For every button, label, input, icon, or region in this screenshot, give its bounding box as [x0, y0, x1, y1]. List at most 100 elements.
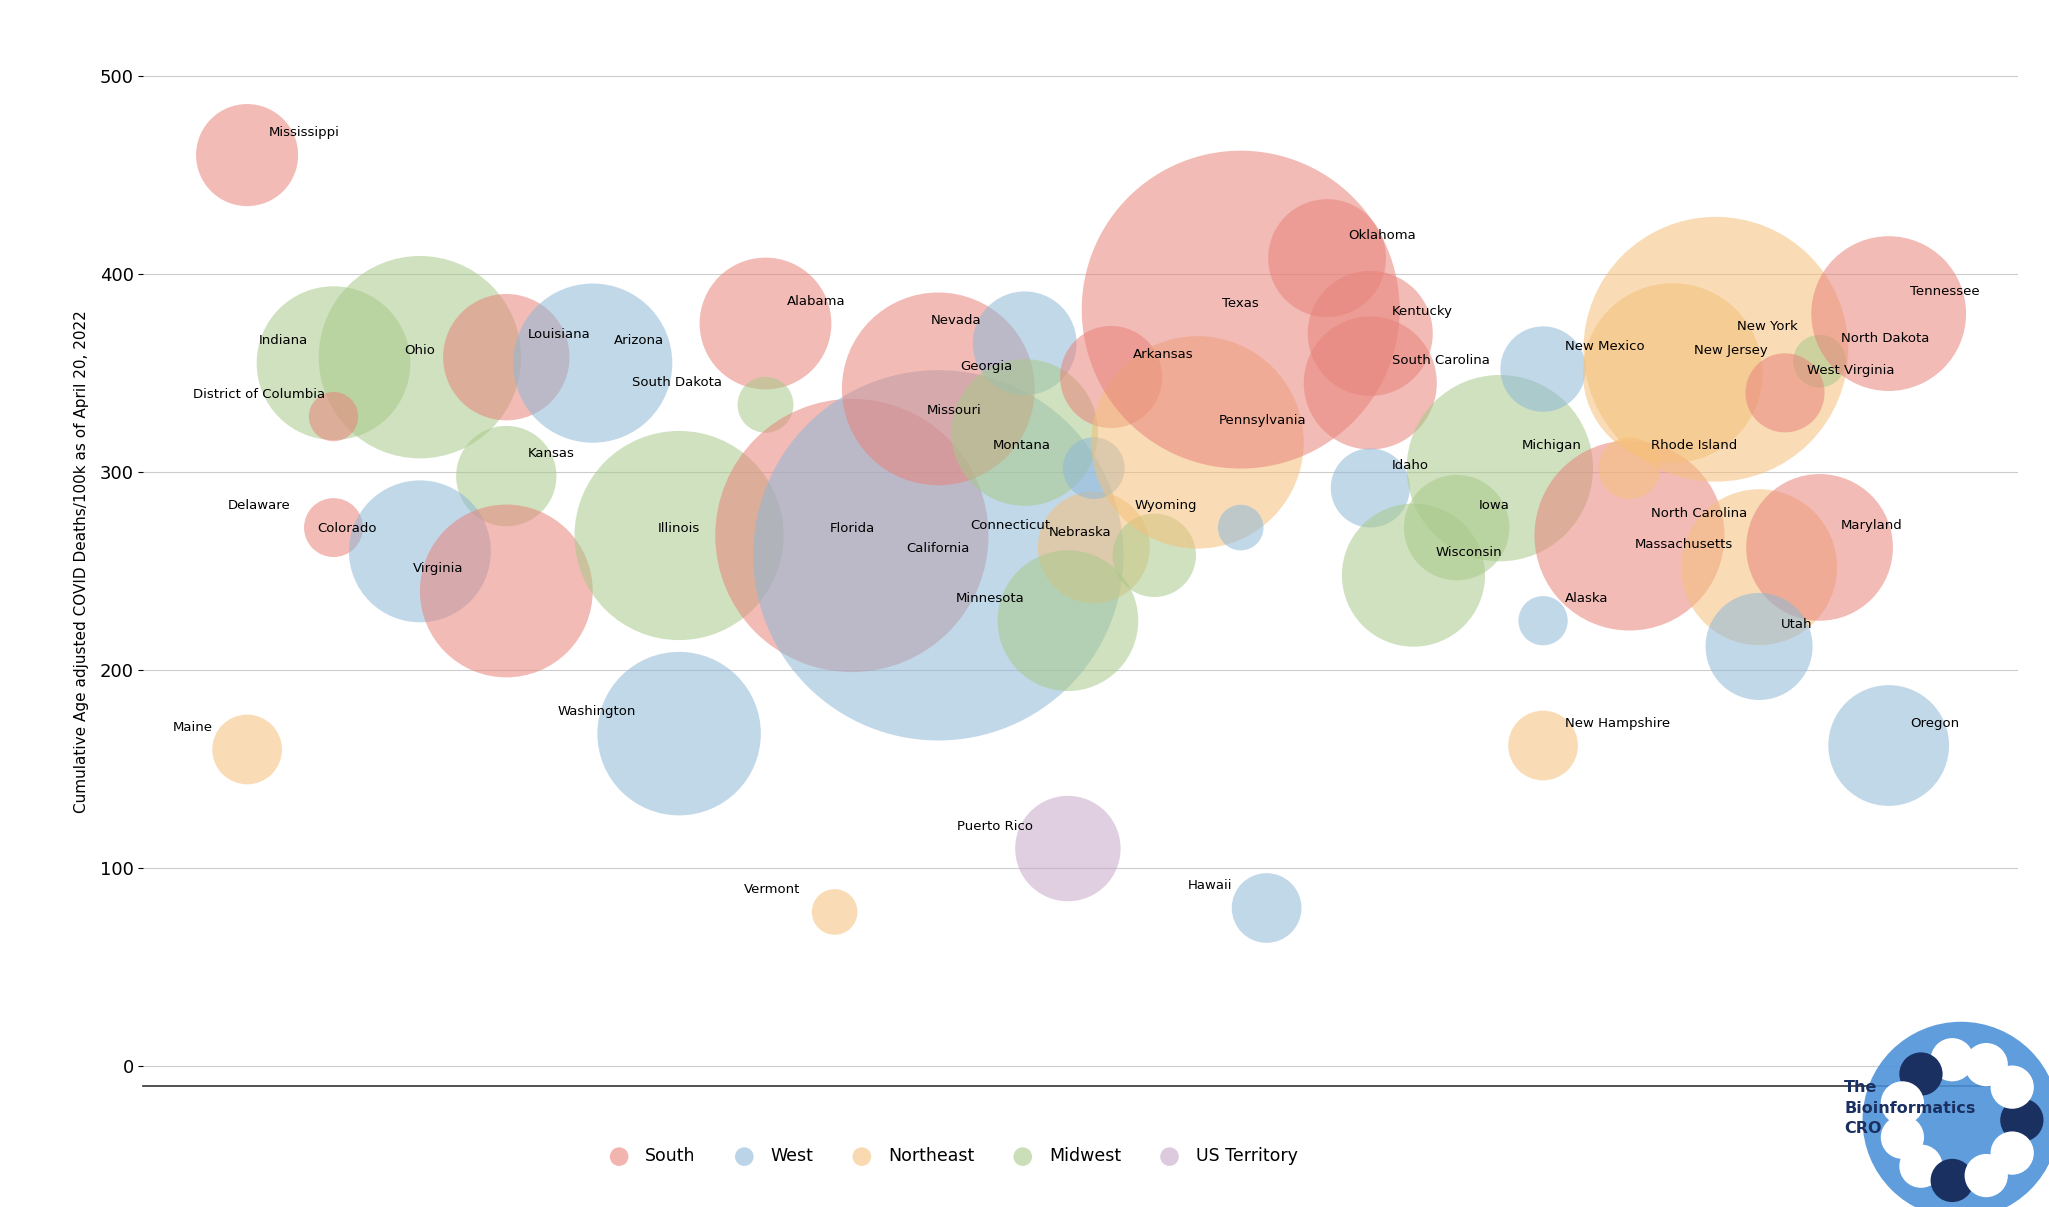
Point — [1744, 637, 1776, 657]
Point — [922, 379, 955, 398]
Text: New York: New York — [1738, 320, 1799, 333]
Point — [318, 354, 350, 373]
Point — [1311, 249, 1344, 268]
Text: Louisiana: Louisiana — [529, 328, 590, 342]
Text: Virginia: Virginia — [412, 562, 463, 575]
Text: South Carolina: South Carolina — [1391, 354, 1490, 367]
Point — [1180, 433, 1213, 453]
Point — [1137, 546, 1170, 565]
Text: Illinois: Illinois — [658, 523, 701, 536]
Point — [490, 348, 522, 367]
Point — [836, 526, 869, 546]
Point — [404, 542, 436, 561]
Text: Oregon: Oregon — [1910, 717, 1959, 730]
Text: Nevada: Nevada — [930, 315, 981, 327]
Text: Alabama: Alabama — [787, 295, 846, 308]
Point — [1873, 304, 1906, 323]
Text: Minnesota: Minnesota — [957, 591, 1024, 605]
Point — [1527, 360, 1559, 379]
Text: Rhode Island: Rhode Island — [1651, 439, 1738, 453]
Text: South Dakota: South Dakota — [633, 375, 723, 389]
Text: New Jersey: New Jersey — [1695, 344, 1768, 357]
Text: Utah: Utah — [1781, 618, 1811, 630]
Point — [1613, 526, 1645, 546]
Point — [662, 724, 695, 744]
Point — [818, 903, 850, 922]
Point — [404, 348, 436, 367]
Text: California: California — [906, 542, 969, 555]
Text: Washington: Washington — [557, 705, 635, 718]
Point — [1744, 558, 1776, 577]
Y-axis label: Cumulative Age adjusted COVID Deaths/100k as of April 20, 2022: Cumulative Age adjusted COVID Deaths/100… — [74, 310, 88, 812]
Point — [1051, 839, 1084, 858]
Point — [1250, 898, 1283, 917]
Point — [750, 314, 783, 333]
Point — [1225, 518, 1258, 537]
Text: Colorado: Colorado — [318, 523, 377, 536]
Text: Montana: Montana — [992, 439, 1051, 453]
Text: Florida: Florida — [830, 523, 875, 536]
Text: Maryland: Maryland — [1842, 519, 1904, 531]
Text: Indiana: Indiana — [258, 334, 307, 348]
Point — [1768, 383, 1801, 402]
Point — [1078, 538, 1111, 558]
Text: The
Bioinformatics
CRO: The Bioinformatics CRO — [1844, 1080, 1975, 1136]
Text: Mississippi: Mississippi — [268, 127, 340, 139]
Text: Kansas: Kansas — [529, 448, 576, 460]
Point — [1483, 459, 1516, 478]
Point — [1527, 736, 1559, 756]
Text: Michigan: Michigan — [1522, 439, 1582, 453]
Text: Tennessee: Tennessee — [1910, 285, 1979, 298]
Text: Iowa: Iowa — [1477, 498, 1510, 512]
Text: Nebraska: Nebraska — [1049, 526, 1111, 540]
Text: Georgia: Georgia — [959, 360, 1012, 373]
Text: Delaware: Delaware — [227, 498, 291, 512]
Text: Idaho: Idaho — [1391, 459, 1428, 472]
Text: Kentucky: Kentucky — [1391, 304, 1453, 317]
Point — [1803, 351, 1836, 371]
Point — [1354, 478, 1387, 497]
Text: District of Columbia: District of Columbia — [193, 387, 326, 401]
Text: Connecticut: Connecticut — [971, 519, 1051, 531]
Point — [1656, 363, 1688, 383]
Text: Missouri: Missouri — [926, 403, 981, 416]
Text: North Dakota: North Dakota — [1842, 332, 1930, 345]
Point — [1008, 333, 1041, 352]
Text: Texas: Texas — [1223, 297, 1258, 310]
Text: West Virginia: West Virginia — [1807, 365, 1893, 377]
Legend: South, West, Northeast, Midwest, US Territory: South, West, Northeast, Midwest, US Terr… — [594, 1141, 1305, 1172]
Text: Pennsylvania: Pennsylvania — [1219, 414, 1307, 426]
Text: Arizona: Arizona — [615, 334, 664, 348]
Point — [922, 546, 955, 565]
Text: Puerto Rico: Puerto Rico — [957, 820, 1033, 833]
Point — [490, 582, 522, 601]
Text: Hawaii: Hawaii — [1188, 879, 1231, 892]
Text: New Mexico: New Mexico — [1565, 340, 1643, 354]
Text: Alaska: Alaska — [1565, 591, 1608, 605]
Point — [1699, 339, 1731, 358]
Point — [1613, 459, 1645, 478]
Text: Arkansas: Arkansas — [1133, 348, 1193, 361]
Point — [1440, 518, 1473, 537]
Point — [232, 145, 264, 164]
Point — [318, 518, 350, 537]
Text: Oklahoma: Oklahoma — [1348, 229, 1416, 243]
Text: New Hampshire: New Hampshire — [1565, 717, 1670, 730]
Point — [576, 354, 609, 373]
Text: Wisconsin: Wisconsin — [1434, 547, 1502, 559]
Point — [1051, 611, 1084, 630]
Point — [1803, 538, 1836, 558]
Text: Maine: Maine — [172, 721, 213, 734]
Point — [490, 466, 522, 485]
Point — [662, 526, 695, 546]
Point — [1094, 367, 1127, 386]
Point — [318, 407, 350, 426]
Point — [1527, 611, 1559, 630]
Point — [750, 395, 783, 414]
Text: Wyoming: Wyoming — [1135, 498, 1197, 512]
Text: Massachusetts: Massachusetts — [1635, 538, 1733, 552]
Text: Ohio: Ohio — [404, 344, 434, 357]
Text: Vermont: Vermont — [744, 884, 799, 896]
Point — [1225, 301, 1258, 320]
Point — [232, 740, 264, 759]
